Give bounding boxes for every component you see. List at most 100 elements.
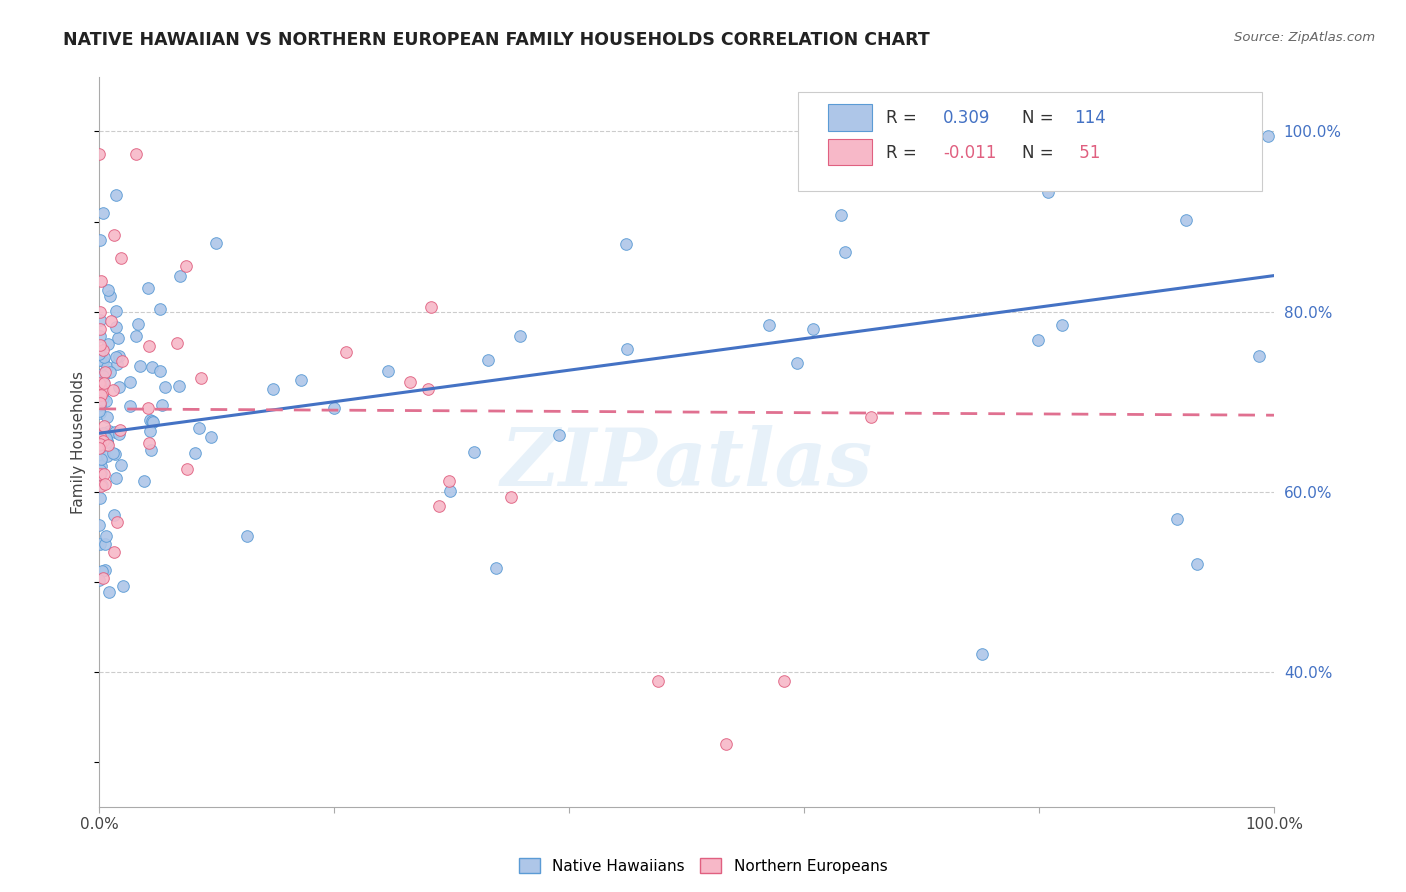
Point (439, 483, 461, 498)
Text: 51: 51 (1074, 144, 1101, 161)
Point (111, 353, 134, 368)
Point (166, 335, 188, 350)
Point (1026, 334, 1049, 348)
Point (98, 424, 121, 438)
Text: N =: N = (1022, 109, 1059, 127)
Point (1185, 557, 1208, 571)
Point (94, 529, 117, 543)
Point (108, 380, 131, 394)
Point (139, 424, 162, 438)
Point (110, 458, 132, 472)
Point (169, 379, 191, 393)
Point (124, 147, 146, 161)
Point (235, 529, 257, 543)
Point (91, 368, 114, 383)
Point (89, 344, 111, 359)
Point (132, 474, 155, 488)
Point (149, 364, 172, 378)
Point (262, 382, 284, 396)
Point (90, 565, 112, 579)
Point (90, 274, 112, 288)
Point (93, 351, 115, 365)
Point (136, 280, 159, 294)
Text: 114: 114 (1074, 109, 1107, 127)
Point (153, 380, 176, 394)
Legend: Native Hawaiians, Northern Europeans: Native Hawaiians, Northern Europeans (512, 852, 894, 880)
Point (89, 384, 111, 398)
Point (125, 329, 148, 343)
Point (89, 406, 111, 420)
Point (89, 398, 111, 412)
Point (108, 427, 131, 442)
Point (1038, 185, 1060, 199)
Point (89, 376, 111, 391)
Point (335, 345, 357, 359)
Text: -0.011: -0.011 (943, 144, 997, 161)
Point (89, 396, 111, 410)
Point (136, 401, 159, 415)
Point (94, 431, 117, 445)
Point (184, 446, 207, 460)
Point (190, 371, 212, 385)
Point (97, 438, 120, 452)
Point (105, 357, 128, 371)
Point (89, 491, 111, 505)
Text: R =: R = (886, 109, 922, 127)
Point (139, 443, 162, 458)
Point (439, 475, 461, 489)
Point (205, 236, 228, 251)
Point (105, 471, 128, 485)
Point (89, 537, 111, 551)
Point (97, 283, 120, 297)
Point (91, 205, 114, 219)
Point (786, 356, 808, 370)
Text: N =: N = (1022, 144, 1059, 161)
Point (169, 268, 191, 283)
Point (176, 461, 198, 475)
Text: Source: ZipAtlas.com: Source: ZipAtlas.com (1234, 31, 1375, 45)
Point (1175, 213, 1198, 227)
Point (105, 515, 128, 529)
Point (399, 375, 422, 389)
Point (860, 166, 883, 180)
Point (90, 388, 112, 402)
Point (89, 322, 111, 336)
FancyBboxPatch shape (828, 104, 872, 131)
Text: R =: R = (886, 144, 922, 161)
Point (101, 383, 124, 397)
Point (91, 425, 114, 440)
Point (290, 373, 312, 387)
Point (972, 647, 994, 661)
Point (141, 414, 163, 428)
Point (89, 147, 111, 161)
Point (418, 382, 440, 396)
Point (127, 317, 149, 331)
Point (138, 436, 160, 450)
Point (200, 429, 222, 443)
Point (377, 363, 399, 377)
Point (150, 398, 173, 412)
Point (103, 508, 125, 523)
Point (1257, 128, 1279, 143)
Point (801, 321, 824, 335)
Point (90, 452, 112, 467)
FancyBboxPatch shape (799, 92, 1263, 191)
Point (103, 447, 125, 461)
Point (714, 737, 737, 751)
Point (91, 391, 114, 405)
Point (860, 410, 883, 425)
Point (100, 314, 122, 328)
Point (90, 466, 112, 480)
Point (97, 336, 120, 351)
Point (148, 301, 170, 316)
Point (647, 673, 669, 688)
Point (104, 350, 127, 364)
Point (139, 412, 162, 426)
Point (104, 187, 127, 202)
Point (89, 347, 111, 361)
Point (91, 384, 114, 398)
Point (91, 375, 114, 389)
Point (773, 673, 796, 688)
Point (420, 300, 443, 314)
Point (89, 313, 111, 327)
